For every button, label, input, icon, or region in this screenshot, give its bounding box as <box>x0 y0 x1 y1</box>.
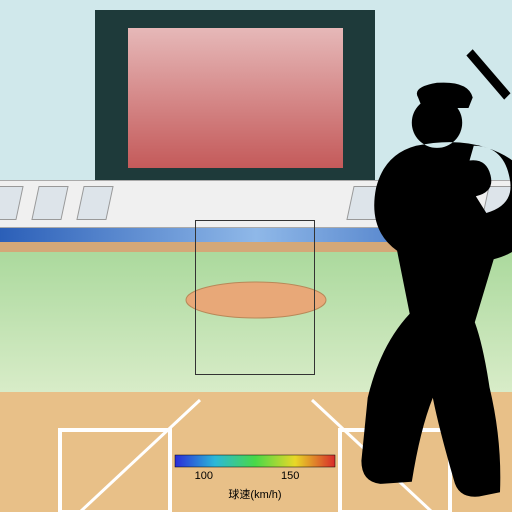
speed-legend-label: 球速(km/h) <box>175 486 335 502</box>
strike-zone <box>195 220 315 375</box>
speed-legend-tick: 100 <box>195 470 213 482</box>
speed-legend-bar <box>175 455 335 467</box>
speed-legend-tick: 150 <box>281 470 299 482</box>
